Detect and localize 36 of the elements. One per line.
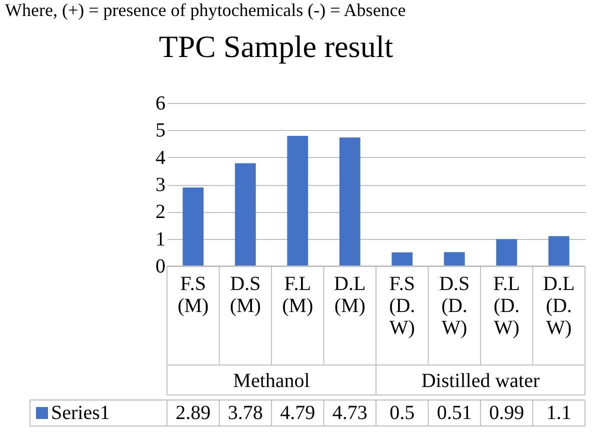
- x-tick-label: D.L (D. W): [543, 273, 575, 339]
- bar: [444, 252, 465, 266]
- text: Distilled water: [421, 370, 540, 392]
- x-tick-label: F.L (D. W): [493, 273, 520, 339]
- data-label: 4.79: [280, 402, 316, 424]
- data-label: 1.1: [546, 402, 572, 424]
- legend-label: Series1: [51, 402, 110, 424]
- data-label: 2.89: [176, 402, 211, 424]
- x-tick-label: F.S (D. W): [389, 273, 416, 339]
- data-label: 0.51: [436, 402, 472, 424]
- data-label: 0.5: [390, 402, 415, 424]
- bar: [496, 239, 518, 266]
- chart-title: TPC Sample result: [158, 29, 394, 64]
- bar: [392, 252, 413, 266]
- data-label: 3.78: [228, 402, 263, 424]
- data-label: 0.99: [489, 402, 524, 424]
- x-tick-label: D.L (M): [334, 273, 366, 317]
- bar: [182, 187, 204, 266]
- x-tick-label: D.S (D. W): [439, 273, 470, 339]
- y-tick-label: 5: [156, 120, 166, 142]
- bar: [339, 138, 360, 266]
- bar: [234, 163, 256, 266]
- y-tick-label: 6: [156, 92, 166, 114]
- x-tick-label: D.S (M): [230, 273, 261, 317]
- data-label: 4.73: [332, 402, 368, 424]
- y-tick-label: 4: [156, 146, 166, 169]
- y-tick-label: 0: [156, 256, 166, 278]
- y-tick-label: 3: [156, 174, 166, 196]
- y-tick-label: 2: [156, 201, 166, 224]
- text: Methanol: [233, 370, 310, 392]
- text: Where, (+) = presence of phytochemicals (-) = Absence: [5, 0, 406, 20]
- bar: [548, 236, 570, 266]
- bar: [287, 136, 308, 266]
- y-tick-label: 1: [156, 228, 166, 250]
- x-tick-label: F.S (M): [178, 273, 209, 317]
- x-tick-label: F.L (M): [282, 273, 314, 317]
